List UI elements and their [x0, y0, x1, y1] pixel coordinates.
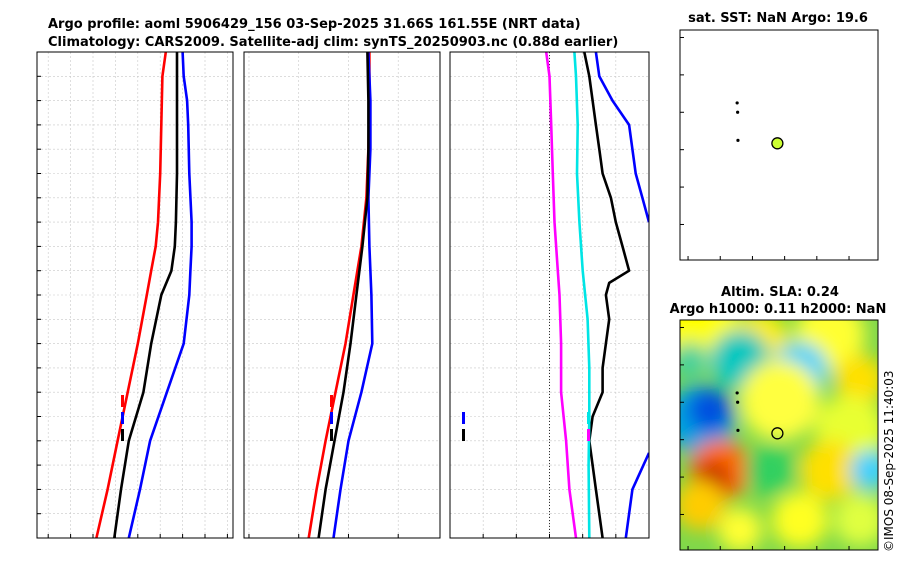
series-line-temperature-argo — [583, 52, 631, 538]
legend-swatch — [587, 412, 590, 424]
track-point — [736, 400, 740, 404]
series-line-climatology — [95, 51, 168, 539]
series-line-satellite-adj-clim — [127, 51, 193, 539]
watermark: ©IMOS 08-Sep-2025 11:40:03 — [882, 370, 896, 552]
track-point — [736, 428, 740, 432]
header-line2: Climatology: CARS2009. Satellite-adj cli… — [48, 35, 618, 50]
legend-swatch — [330, 395, 333, 407]
legend-swatch — [330, 429, 333, 441]
profile-location-marker — [771, 137, 784, 150]
series-line-argo — [317, 51, 370, 539]
header-line1: Argo profile: aoml 5906429_156 03-Sep-20… — [48, 17, 581, 32]
legend-swatch — [330, 412, 333, 424]
axes-frame — [449, 51, 650, 539]
series-line-temperature-satellite-deep — [624, 452, 649, 538]
heatmap-blob — [718, 508, 762, 550]
legend-swatch — [587, 429, 590, 441]
map-frame — [679, 319, 879, 551]
sla-map-subtitle: Argo h1000: 0.11 h2000: NaN — [670, 302, 887, 317]
series-line-argo — [113, 52, 179, 539]
profile-location-marker — [771, 427, 784, 440]
heatmap-blob — [740, 360, 820, 440]
track-point — [735, 391, 739, 395]
track-point — [735, 101, 739, 105]
map-frame — [679, 29, 879, 261]
heatmap-blob — [834, 494, 878, 546]
heatmap-blob — [745, 445, 795, 495]
legend-swatch — [121, 429, 124, 441]
difference-panel — [449, 51, 650, 539]
axes-frame — [36, 51, 234, 539]
heatmap-blob — [835, 355, 878, 405]
sla-heatmap — [680, 320, 878, 550]
series-line-salinity-argo — [544, 52, 578, 538]
legend-swatch — [121, 395, 124, 407]
heatmap-blob — [850, 450, 878, 490]
temperature-panel — [36, 51, 234, 539]
heatmap-blob — [772, 492, 828, 548]
legend-swatch — [462, 429, 465, 441]
sla-map-panel — [679, 319, 879, 551]
heatmap-blob — [800, 440, 860, 500]
series-line-temperature-satellite — [594, 52, 649, 223]
sst-map-title: sat. SST: NaN Argo: 19.6 — [688, 11, 868, 26]
heatmap-blob — [680, 480, 725, 530]
track-point — [736, 138, 740, 142]
salinity-panel — [243, 51, 441, 539]
heatmap-blob — [688, 388, 732, 432]
legend-swatch — [462, 412, 465, 424]
heatmap-blob — [680, 342, 708, 378]
series-line-satellite-adj-clim — [332, 51, 374, 539]
sst-map-panel — [679, 29, 879, 261]
heatmap-field — [680, 320, 878, 550]
legend-swatch — [121, 412, 124, 424]
sla-map-title: Altim. SLA: 0.24 — [721, 285, 839, 300]
track-point — [736, 110, 740, 114]
axes-frame — [243, 51, 441, 539]
